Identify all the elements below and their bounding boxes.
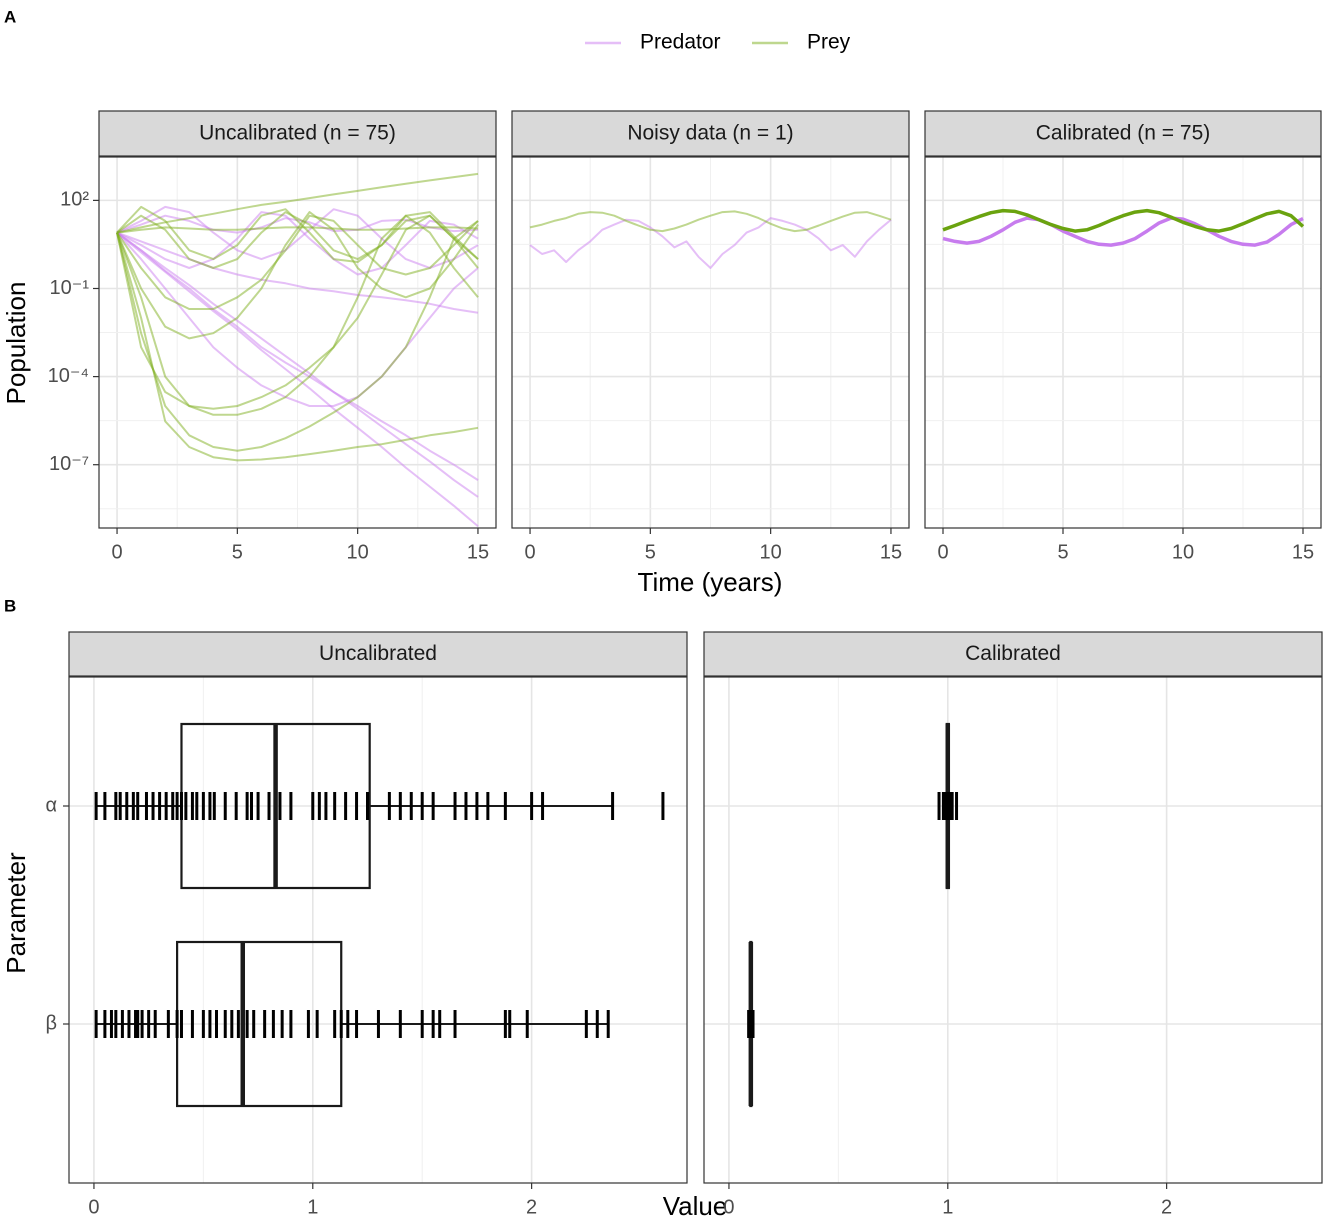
y-tick-label: β — [45, 1012, 57, 1034]
panel-background — [704, 677, 1322, 1183]
x-tick-label: 5 — [645, 541, 656, 563]
line — [942, 208, 1305, 233]
legend-label: Prey — [807, 31, 851, 54]
strip-label: Calibrated (n = 75) — [1036, 122, 1211, 145]
line — [116, 232, 479, 462]
line — [116, 231, 479, 314]
panel-background — [69, 677, 687, 1183]
y-tick-label: 10² — [60, 189, 89, 211]
line — [942, 216, 1304, 247]
panel-tag: A — [4, 7, 16, 26]
x-tick-label: 0 — [88, 1196, 99, 1218]
panel-border — [98, 156, 497, 529]
line — [116, 231, 479, 481]
strip — [924, 110, 1322, 157]
line — [116, 205, 479, 263]
x-tick-label: 0 — [524, 541, 535, 563]
panel-border — [924, 156, 1322, 529]
line — [116, 214, 479, 310]
strip — [703, 631, 1323, 677]
line — [116, 211, 479, 269]
strip — [68, 631, 688, 677]
x-axis-title: Time (years) — [638, 567, 783, 597]
x-tick-label: 0 — [937, 541, 948, 563]
strip-label: Noisy data (n = 1) — [627, 122, 793, 145]
x-tick-label: 15 — [880, 541, 902, 563]
x-tick-label: 0 — [723, 1196, 734, 1218]
x-tick-label: 10 — [1172, 541, 1194, 563]
y-axis-title: Parameter — [1, 852, 31, 974]
panel-border — [511, 156, 910, 529]
strip — [511, 110, 910, 157]
x-tick-label: 10 — [760, 541, 782, 563]
line — [116, 226, 479, 234]
line — [116, 211, 479, 340]
y-tick-label: 10⁻⁴ — [48, 365, 89, 387]
x-axis-title: Value — [663, 1191, 728, 1221]
x-tick-label: 5 — [1057, 541, 1068, 563]
line — [116, 172, 479, 234]
line — [116, 231, 479, 498]
y-tick-label: α — [45, 794, 57, 816]
y-axis-title: Population — [1, 282, 31, 405]
panel-border — [703, 676, 1323, 1184]
line — [116, 205, 479, 269]
panel-border — [68, 676, 688, 1184]
x-tick-label: 15 — [467, 541, 489, 563]
line — [529, 210, 892, 233]
panel-tag: B — [4, 596, 16, 615]
y-tick-label: 10⁻⁷ — [49, 453, 89, 475]
x-tick-label: 1 — [942, 1196, 953, 1218]
line — [116, 214, 479, 416]
strip-label: Uncalibrated (n = 75) — [199, 122, 396, 145]
y-tick-label: 10⁻¹ — [50, 277, 90, 299]
strip-label: Calibrated — [965, 642, 1061, 665]
strip — [98, 110, 497, 157]
x-tick-label: 2 — [1161, 1196, 1172, 1218]
x-tick-label: 5 — [232, 541, 243, 563]
x-tick-label: 15 — [1292, 541, 1314, 563]
line — [116, 231, 479, 528]
legend-label: Predator — [640, 31, 721, 54]
line — [116, 220, 479, 452]
x-tick-label: 2 — [526, 1196, 537, 1218]
x-tick-label: 1 — [307, 1196, 318, 1218]
line — [116, 214, 479, 410]
strip-label: Uncalibrated — [319, 642, 437, 665]
line — [529, 217, 892, 269]
x-tick-label: 10 — [347, 541, 369, 563]
x-tick-label: 0 — [111, 541, 122, 563]
